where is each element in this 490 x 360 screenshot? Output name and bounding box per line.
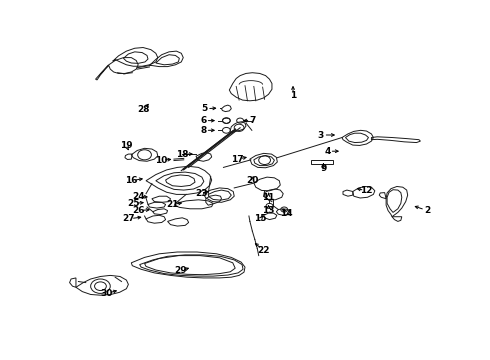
Text: 12: 12 [360, 186, 373, 195]
Text: 15: 15 [254, 214, 267, 223]
Text: 26: 26 [132, 206, 145, 215]
Text: 17: 17 [231, 154, 244, 163]
Text: 28: 28 [137, 105, 149, 114]
Text: 30: 30 [100, 289, 113, 298]
Text: 9: 9 [320, 164, 327, 173]
Text: 1: 1 [290, 91, 296, 100]
Text: 27: 27 [122, 214, 135, 223]
Text: 13: 13 [262, 206, 275, 215]
Text: 16: 16 [125, 176, 138, 185]
Text: 7: 7 [249, 116, 256, 125]
Text: 25: 25 [127, 199, 140, 208]
Text: 14: 14 [280, 209, 293, 217]
Text: 10: 10 [154, 156, 167, 165]
Text: 3: 3 [318, 130, 324, 139]
Text: 20: 20 [246, 176, 259, 185]
Text: 11: 11 [262, 193, 275, 202]
Text: 5: 5 [202, 104, 208, 113]
Text: 4: 4 [324, 147, 331, 156]
Text: 23: 23 [196, 189, 208, 198]
Text: 24: 24 [132, 192, 145, 201]
Text: 29: 29 [174, 266, 187, 275]
Text: 8: 8 [200, 126, 206, 135]
Text: 21: 21 [166, 200, 179, 209]
Text: 2: 2 [424, 206, 430, 215]
Text: 6: 6 [200, 116, 206, 125]
Text: 18: 18 [176, 150, 189, 158]
Text: 22: 22 [257, 246, 270, 255]
Text: 19: 19 [120, 141, 133, 150]
